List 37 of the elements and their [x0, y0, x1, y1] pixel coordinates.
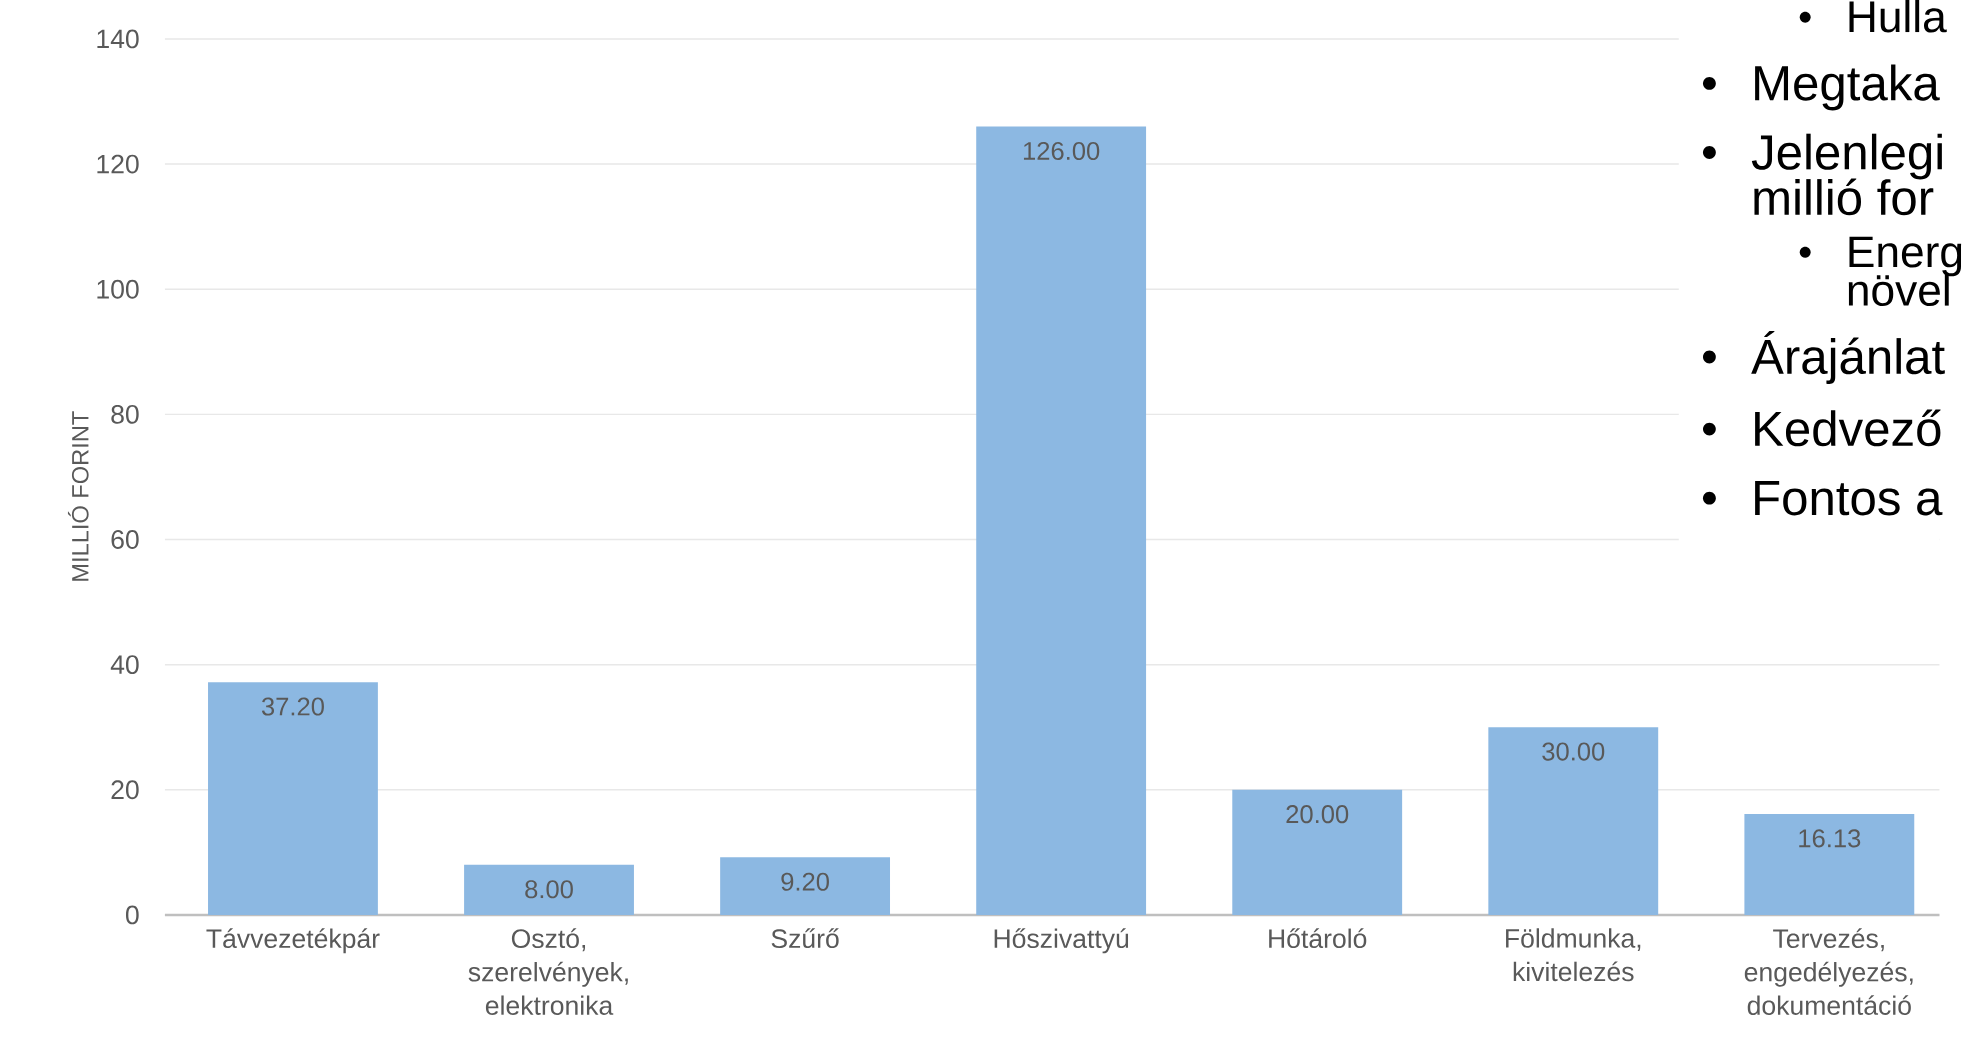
y-tick-label: 40 [110, 655, 139, 675]
annotation: Árajánlat [1751, 331, 1945, 384]
data-label: 126.00 [1023, 141, 1100, 160]
x-tick-label: Hőszivattyú [994, 928, 1129, 954]
text: Hulla [1849, 0, 1947, 33]
y-tick-label: 100 [97, 279, 139, 299]
data-label: 16.13 [1799, 829, 1861, 848]
annotation: Fontos a [1755, 481, 1943, 516]
x-tick-label: Távvezetékpár [206, 928, 380, 954]
annotation: Jelenlegi [1751, 133, 1942, 180]
y-tick-label: 0 [125, 905, 139, 925]
bar [720, 857, 891, 915]
x-tick-label: Tervezés, engedélyezés, dokumentáció [1744, 928, 1913, 1015]
bar [1488, 727, 1659, 915]
data-label: 37.20 [261, 697, 324, 716]
data-label: 30.00 [1542, 742, 1605, 761]
x-tick-label: Szűrő [771, 928, 839, 949]
y-axis-title: MILLIÓ FORINT [67, 411, 89, 581]
data-label: 8.00 [525, 880, 573, 899]
annotation: Kedvező [1755, 409, 1941, 447]
annotation: millió for [1754, 178, 1934, 216]
y-tick-label: 140 [97, 29, 139, 49]
x-tick-label: Osztó, szerelvények, elektronika [468, 928, 628, 1015]
data-label: 20.00 [1286, 805, 1349, 824]
bar [1232, 789, 1403, 915]
x-tick-label: Földmunka, kivitelezés [1506, 928, 1641, 982]
bar [208, 682, 378, 915]
x-tick-label: Hőtároló [1269, 928, 1367, 949]
y-tick-label: 120 [97, 154, 139, 174]
annotation: Megtaka [1755, 64, 1940, 111]
bar [1744, 813, 1915, 915]
data-label: 9.20 [781, 872, 829, 891]
bar [464, 864, 634, 915]
bar [976, 126, 1147, 915]
y-tick-label: 60 [111, 530, 139, 549]
y-tick-label: 20 [111, 780, 139, 800]
y-tick-label: 80 [111, 404, 139, 424]
